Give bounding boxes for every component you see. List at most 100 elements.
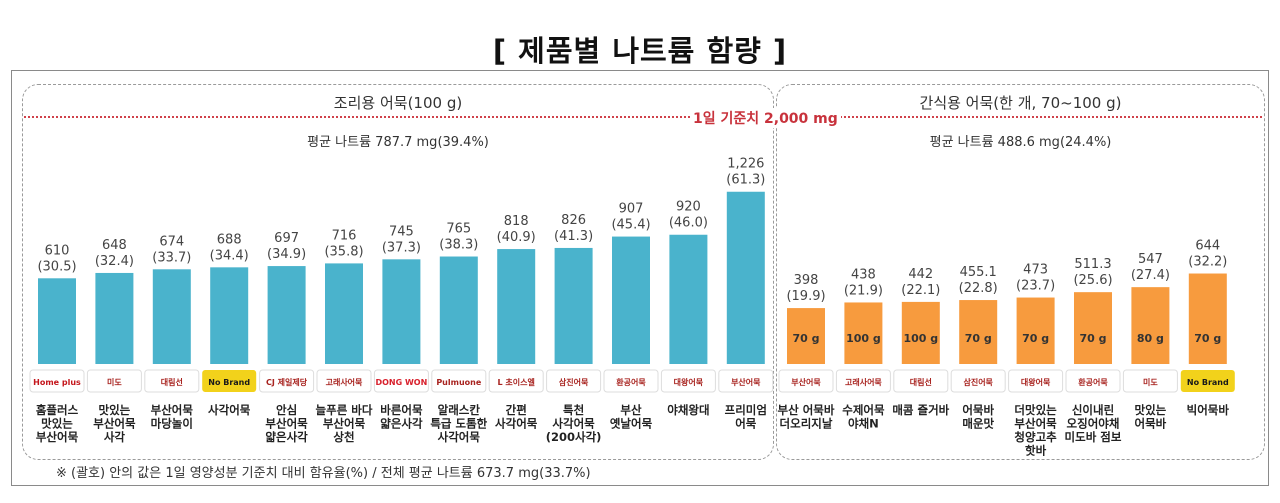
cooking-pct-label-1: (30.5)	[37, 259, 76, 274]
cooking-category-label-1-line2: 맛있는	[41, 417, 73, 431]
snack-pct-label-2: (21.9)	[844, 283, 883, 298]
snack-value-label-4: 455.1	[960, 265, 997, 280]
cooking-bar-3	[152, 269, 191, 364]
snack-pct-label-6: (25.6)	[1073, 273, 1112, 288]
cooking-bar-7	[382, 259, 421, 364]
cooking-bar-8	[439, 256, 478, 364]
cooking-brand-logo-13: 부산어묵	[731, 377, 761, 387]
snack-brand-logo-4-box	[950, 369, 1006, 393]
cooking-brand-logo-3-box	[144, 369, 200, 393]
cooking-pct-label-8: (38.3)	[439, 238, 478, 253]
page-title: [ 제품별 나트륨 함량 ]	[492, 34, 788, 68]
snack-brand-logo-8-box	[1180, 370, 1235, 392]
snack-pct-label-1: (19.9)	[786, 289, 825, 304]
snack-category-label-5: 더맛있는	[1014, 403, 1057, 417]
cooking-category-label-12: 야채왕대	[667, 403, 709, 417]
snack-bar-7	[1131, 287, 1170, 364]
cooking-brand-logo-13-box	[718, 369, 774, 393]
snack-weight-label-1: 70 g	[792, 332, 819, 345]
cooking-category-label-8-line2: 특급 도톰한	[430, 417, 487, 431]
snack-bar-3	[901, 301, 940, 364]
cooking-brand-logo-11: 환공어묵	[616, 377, 646, 387]
cooking-category-label-10-line2: 사각어묵	[552, 417, 595, 431]
snack-brand-logo-6-box	[1065, 369, 1121, 393]
cooking-brand-logo-2-box	[86, 369, 142, 393]
cooking-bar-6	[325, 263, 363, 364]
snack-brand-logo-7: 미도	[1143, 377, 1158, 387]
snack-category-label-5-line2: 부산어묵	[1014, 417, 1057, 431]
snack-category-label-2: 수제어묵	[842, 403, 885, 417]
cooking-category-label-5-line2: 부산어묵	[265, 417, 308, 431]
snack-brand-logo-2-box	[835, 369, 891, 393]
snack-value-label-5: 473	[1023, 263, 1048, 278]
snack-pct-label-3: (22.1)	[901, 283, 940, 298]
cooking-value-label-11: 907	[619, 202, 644, 217]
cooking-brand-logo-9-box	[488, 369, 544, 393]
snack-brand-logo-3: 대림선	[910, 377, 932, 387]
cooking-bar-10	[554, 247, 593, 364]
cooking-category-label-2-line3: 사각	[104, 430, 126, 444]
snack-category-label-6-line2: 오징어야채	[1067, 417, 1120, 431]
snack-weight-label-6: 70 g	[1079, 332, 1106, 345]
cooking-brand-logo-8-box	[431, 369, 487, 393]
cooking-category-label-1-line3: 부산어묵	[36, 430, 79, 444]
cooking-category-label-7-line2: 얇은사각	[380, 417, 423, 431]
snack-pct-label-7: (27.4)	[1131, 268, 1170, 283]
snack-category-label-6: 신이내린	[1072, 403, 1114, 417]
snack-panel	[776, 84, 1265, 460]
cooking-pct-label-7: (37.3)	[382, 240, 421, 255]
cooking-category-label-10-line3: (200사각)	[546, 430, 602, 444]
cooking-brand-logo-6: 고래사어묵	[326, 377, 363, 387]
snack-brand-logo-7-box	[1122, 369, 1178, 393]
cooking-average-label: 평균 나트륨 787.7 mg(39.4%)	[307, 135, 489, 150]
cooking-value-label-1: 610	[45, 243, 70, 258]
snack-category-label-1-line2: 더오리지날	[780, 417, 833, 431]
snack-category-label-7: 맛있는	[1135, 403, 1167, 417]
cooking-value-label-6: 716	[332, 228, 357, 243]
snack-weight-label-5: 70 g	[1022, 332, 1049, 345]
cooking-category-label-8-line3: 사각어묵	[438, 430, 481, 444]
cooking-brand-logo-2: 미도	[107, 377, 122, 387]
cooking-value-label-9: 818	[504, 214, 529, 229]
snack-bar-2	[844, 302, 883, 364]
cooking-brand-logo-4: No Brand	[208, 378, 250, 387]
cooking-pct-label-13: (61.3)	[726, 173, 765, 188]
snack-bar-5	[1016, 297, 1055, 364]
snack-brand-logo-5-box	[1008, 369, 1064, 393]
snack-category-label-1: 부산 어묵바	[778, 403, 835, 417]
snack-category-label-5-line3: 청양고추	[1014, 430, 1057, 444]
cooking-category-label-2-line2: 부산어묵	[93, 417, 136, 431]
snack-brand-logo-1-box	[778, 369, 834, 393]
cooking-category-label-9: 간편	[506, 403, 527, 417]
cooking-pct-label-11: (45.4)	[611, 218, 650, 233]
cooking-category-label-3-line2: 마당놀이	[151, 417, 193, 431]
snack-bar-8	[1188, 273, 1227, 364]
snack-category-label-2-line2: 야채N	[848, 417, 879, 431]
snack-category-label-4-line2: 매운맛	[962, 417, 994, 431]
snack-value-label-1: 398	[794, 273, 819, 288]
cooking-brand-logo-10-box	[546, 369, 602, 393]
cooking-bar-13	[726, 191, 765, 364]
snack-pct-label-4: (22.8)	[959, 281, 998, 296]
cooking-brand-logo-8: Pulmuone	[436, 378, 482, 387]
cooking-bar-11	[612, 236, 650, 364]
reference-line	[24, 116, 1262, 118]
cooking-brand-logo-5-box	[259, 369, 315, 393]
snack-pct-label-5: (23.7)	[1016, 279, 1055, 294]
snack-category-label-3: 매콤 즐거바	[892, 403, 949, 417]
snack-bar-4	[959, 300, 998, 364]
cooking-category-label-10: 특천	[563, 403, 584, 417]
cooking-brand-logo-1: Home plus	[33, 378, 81, 387]
snack-weight-label-8: 70 g	[1194, 332, 1221, 345]
cooking-category-label-13-line2: 어묵	[735, 417, 757, 431]
cooking-bar-1	[38, 278, 76, 364]
snack-brand-logo-6: 환공어묵	[1078, 377, 1108, 387]
snack-value-label-2: 438	[851, 267, 876, 282]
cooking-pct-label-2: (32.4)	[95, 254, 134, 269]
snack-category-label-6-line3: 미도바 점보	[1065, 430, 1122, 444]
cooking-category-label-5-line3: 얇은사각	[265, 430, 308, 444]
cooking-category-label-9-line2: 사각어묵	[495, 417, 538, 431]
cooking-brand-logo-11-box	[603, 369, 659, 393]
cooking-category-label-11: 부산	[620, 403, 642, 417]
cooking-brand-logo-10: 삼진어묵	[559, 377, 589, 387]
